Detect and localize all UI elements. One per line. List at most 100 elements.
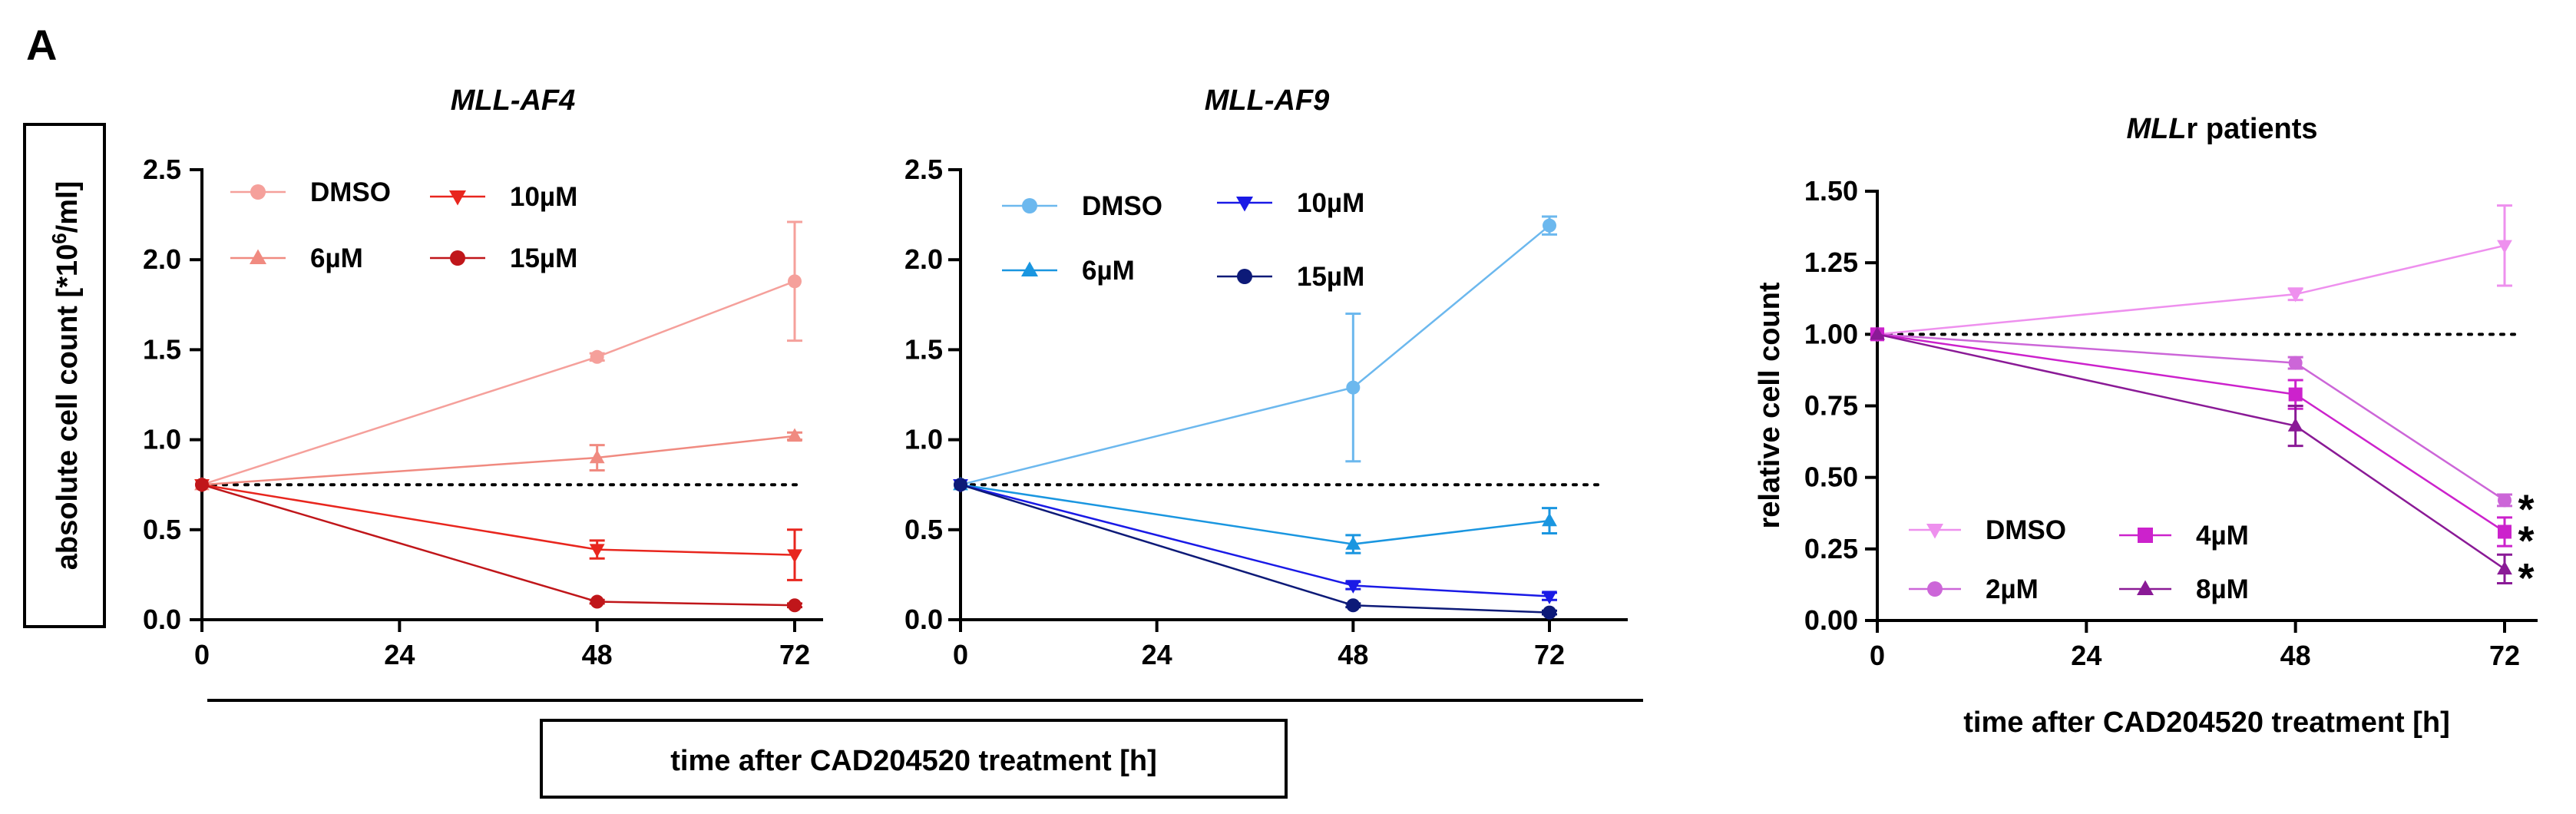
- legend-marker: [450, 250, 465, 266]
- y-tick-label: 0.0: [143, 604, 181, 635]
- y-tick-label: 1.0: [143, 424, 181, 455]
- y-tick-label: 0.25: [1804, 533, 1858, 564]
- shared-y-label: absolute cell count [*106/ml]: [48, 181, 84, 570]
- data-point: [1542, 591, 1557, 604]
- chart-title: MLLr patients: [2126, 113, 2317, 145]
- chart-title-rest: r patients: [2187, 113, 2318, 145]
- legend-marker: [449, 190, 466, 206]
- x-tick-label: 24: [2071, 640, 2101, 671]
- series-line: [1877, 333, 2505, 501]
- legend-marker: [1021, 261, 1038, 276]
- x-tick-label: 72: [779, 639, 810, 670]
- data-point: [788, 274, 802, 289]
- data-point: [1345, 580, 1361, 594]
- data-point: [1870, 326, 1885, 340]
- legend-marker: [1927, 581, 1943, 597]
- data-point: [2288, 387, 2303, 402]
- y-tick-label: 1.5: [904, 333, 943, 365]
- y-tick-label: 0.0: [904, 604, 943, 635]
- series-line: [201, 483, 795, 556]
- data-point: [2287, 288, 2303, 303]
- data-point: [2498, 524, 2512, 539]
- y-tick-label: 2.0: [143, 243, 181, 275]
- data-point: [787, 549, 802, 563]
- data-point: [1345, 536, 1361, 550]
- legend-label: 6µM: [1082, 256, 1135, 286]
- series-line: [201, 484, 795, 607]
- data-point: [1543, 218, 1556, 233]
- chart-mll-af9: MLL-AF9 0.0 0.5 1.0 1.5 2.0 2.5 0 24 48 72 DMSO 10µM…: [904, 84, 1628, 670]
- x-tick-label: 72: [2489, 640, 2520, 671]
- x-tick-label: 0: [953, 639, 968, 670]
- legend-label: 10µM: [1297, 188, 1364, 218]
- data-point: [590, 349, 604, 364]
- data-point: [1346, 380, 1361, 395]
- x-tick-label: 0: [194, 639, 210, 670]
- series-line: [960, 484, 1550, 614]
- series-line: [1877, 333, 2505, 533]
- legend-marker: [1022, 198, 1037, 213]
- chart-title-italic: MLL-AF4: [451, 84, 576, 117]
- chart-title: MLL-AF4: [451, 84, 576, 117]
- y-tick-label: 0.5: [143, 514, 181, 545]
- y-tick-label: 0.50: [1804, 462, 1858, 493]
- legend-label: 10µM: [510, 182, 577, 212]
- data-point: [195, 478, 209, 492]
- legend-marker: [1237, 269, 1252, 284]
- legend-label: DMSO: [310, 177, 391, 207]
- x-tick-label: 48: [1338, 639, 1368, 670]
- x-tick-label: 48: [582, 639, 613, 670]
- legend-marker: [2137, 580, 2154, 595]
- chart-mll-af4: MLL-AF4 0.0 0.5 1.0 1.5 2.0 2.5 0 24 48 72 DMSO 10µM…: [143, 84, 823, 670]
- y-tick-label: 1.25: [1804, 247, 1858, 278]
- y-tick-label: 0.5: [904, 514, 943, 545]
- y-axis-label: relative cell count: [1754, 282, 1786, 528]
- data-point: [589, 544, 605, 558]
- y-tick-label: 0.00: [1804, 604, 1858, 636]
- legend-label: 8µM: [2196, 574, 2249, 604]
- legend-marker: [250, 249, 266, 264]
- shared-x-label-box: [540, 719, 1288, 799]
- x-tick-label: 24: [384, 639, 415, 670]
- legend-marker: [2138, 528, 2153, 543]
- y-tick-label: 1.5: [143, 333, 181, 365]
- data-point: [1542, 512, 1557, 527]
- data-point: [2498, 493, 2512, 508]
- x-tick-label: 48: [2280, 640, 2311, 671]
- chart-title: MLL-AF9: [1205, 84, 1330, 117]
- x-tick-label: 72: [1534, 639, 1565, 670]
- chart-title-italic: MLL-AF9: [1205, 84, 1330, 117]
- shared-y-label-sup: 6: [48, 233, 71, 243]
- y-tick-label: 1.50: [1804, 175, 1858, 207]
- series-line: [1877, 333, 2505, 570]
- legend-label: DMSO: [1082, 191, 1162, 221]
- series-line: [201, 435, 795, 486]
- shared-x-label: time after CAD204520 treatment [h]: [670, 745, 1157, 777]
- x-tick-label: 0: [1870, 640, 1885, 671]
- data-point: [954, 478, 967, 492]
- data-point: [2497, 240, 2512, 254]
- shared-y-label-end: /ml]: [51, 181, 84, 233]
- significance-star: *: [2518, 486, 2534, 532]
- legend-label: 15µM: [510, 243, 577, 273]
- shared-y-label-main: absolute cell count [*10: [51, 244, 84, 570]
- shared-y-label-box: [23, 123, 106, 628]
- series-line: [960, 224, 1550, 486]
- significance-star: *: [2518, 555, 2534, 601]
- data-point: [2497, 561, 2512, 575]
- legend-label: DMSO: [1986, 515, 2066, 545]
- legend-label: 15µM: [1297, 262, 1364, 292]
- x-tick-label: 24: [1142, 639, 1172, 670]
- legend-marker: [250, 184, 266, 200]
- x-axis-label: time after CAD204520 treatment [h]: [1963, 706, 2450, 739]
- legend-label: 4µM: [2196, 521, 2249, 551]
- series-line: [201, 280, 795, 486]
- y-tick-label: 0.75: [1804, 390, 1858, 422]
- y-tick-label: 1.0: [904, 424, 943, 455]
- y-tick-label: 2.0: [904, 243, 943, 275]
- legend-marker: [1926, 524, 1943, 539]
- chart-title-italic: MLL: [2126, 113, 2186, 145]
- legend-label: 2µM: [1986, 574, 2039, 604]
- series-line: [1877, 244, 2505, 336]
